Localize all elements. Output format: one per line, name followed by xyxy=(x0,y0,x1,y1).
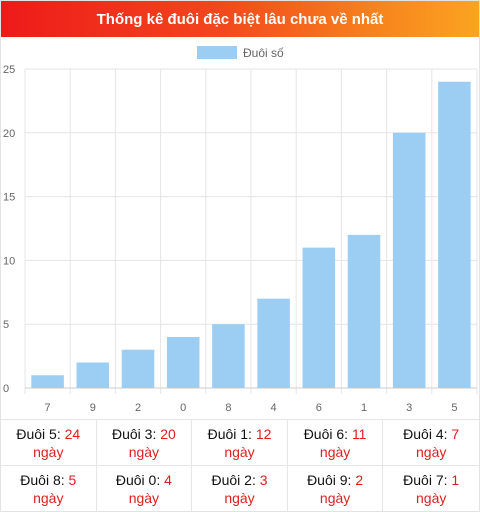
summary-cell: Đuôi 6: 11 ngày xyxy=(287,419,384,465)
summary-value: 7 xyxy=(451,426,460,442)
summary-cell: Đuôi 5: 24 ngày xyxy=(1,419,97,465)
summary-unit: ngày xyxy=(224,444,255,460)
summary-value: 24 xyxy=(64,426,81,442)
summary-label: Đuôi 2: xyxy=(211,472,256,488)
bar-0 xyxy=(166,336,200,388)
summary-label: Đuôi 1: xyxy=(207,426,252,442)
summary-cell: Đuôi 4: 7 ngày xyxy=(383,419,479,465)
x-tick-label: 4 xyxy=(271,402,277,414)
summary-cell: Đuôi 1: 12 ngày xyxy=(192,419,288,465)
bar-2 xyxy=(121,349,155,388)
summary-cell: Đuôi 8: 5 ngày xyxy=(1,465,97,511)
summary-label: Đuôi 8: xyxy=(20,472,65,488)
y-tick-label: 5 xyxy=(3,319,9,331)
summary-value: 4 xyxy=(164,472,172,488)
x-tick-label: 1 xyxy=(361,402,367,414)
summary-unit: ngày xyxy=(33,444,64,460)
bar-7 xyxy=(31,375,64,388)
y-tick-label: 25 xyxy=(3,64,15,76)
bar-1 xyxy=(347,234,381,388)
summary-unit: ngày xyxy=(416,444,447,460)
summary-unit: ngày xyxy=(319,444,351,460)
summary-label: Đuôi 4: xyxy=(403,426,448,442)
y-tick-label: 10 xyxy=(3,255,15,267)
widget-title: Thống kê đuôi đặc biệt lâu chưa về nhất xyxy=(1,1,479,37)
summary-cell: Đuôi 7: 1 ngày xyxy=(383,465,479,511)
summary-cell: Đuôi 9: 2 ngày xyxy=(287,465,384,511)
summary-value: 5 xyxy=(68,472,77,488)
summary-unit: ngày xyxy=(224,490,255,506)
y-tick-label: 15 xyxy=(3,192,15,204)
summary-unit: ngày xyxy=(33,490,64,506)
summary-cell: Đuôi 3: 20 ngày xyxy=(96,419,193,465)
summary-unit: ngày xyxy=(416,490,447,506)
summary-value: 12 xyxy=(255,426,272,442)
summary-label: Đuôi 5: xyxy=(16,426,61,442)
x-tick-label: 2 xyxy=(135,402,141,414)
summary-label: Đuôi 0: xyxy=(115,472,161,488)
summary-value: 1 xyxy=(451,472,460,488)
bar-9 xyxy=(76,362,110,388)
summary-cell: Đuôi 0: 4 ngày xyxy=(96,465,193,511)
summary-value: 20 xyxy=(160,426,176,442)
summary-value: 3 xyxy=(259,472,268,488)
summary-grid: Đuôi 5: 24 ngày Đuôi 3: 20 ngày Đuôi 1: … xyxy=(1,419,479,511)
summary-label: Đuôi 3: xyxy=(111,426,157,442)
summary-label: Đuôi 9: xyxy=(307,472,352,488)
bar-3 xyxy=(392,132,426,388)
x-tick-label: 3 xyxy=(406,402,412,414)
bar-8 xyxy=(212,324,245,388)
summary-cell: Đuôi 2: 3 ngày xyxy=(192,465,288,511)
summary-unit: ngày xyxy=(319,490,351,506)
x-tick-label: 7 xyxy=(45,402,51,414)
y-tick-label: 20 xyxy=(3,128,15,140)
y-tick-label: 0 xyxy=(3,383,9,395)
x-tick-label: 0 xyxy=(180,402,186,414)
summary-value: 11 xyxy=(351,426,367,442)
summary-unit: ngày xyxy=(128,444,160,460)
x-tick-label: 5 xyxy=(451,402,457,414)
x-tick-label: 6 xyxy=(316,402,322,414)
summary-unit: ngày xyxy=(128,490,160,506)
bar-5 xyxy=(438,81,471,388)
bar-4 xyxy=(257,298,290,388)
summary-label: Đuôi 7: xyxy=(403,472,448,488)
summary-label: Đuôi 6: xyxy=(303,426,349,442)
summary-value: 2 xyxy=(355,472,364,488)
x-tick-label: 9 xyxy=(90,402,96,414)
x-tick-label: 8 xyxy=(225,402,231,414)
bar-6 xyxy=(302,247,336,388)
legend-swatch xyxy=(197,46,237,59)
legend-label: Đuôi số xyxy=(243,46,284,60)
